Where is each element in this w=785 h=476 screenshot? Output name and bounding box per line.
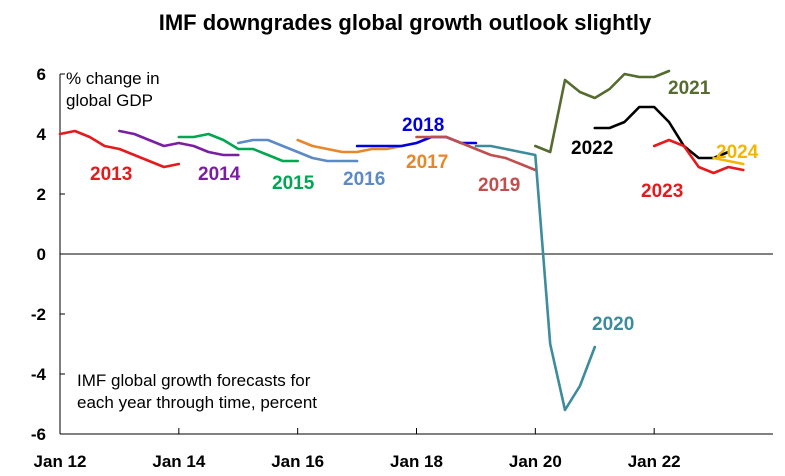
chart-title: IMF downgrades global growth outlook sli… — [159, 10, 652, 35]
series-labels: 2013 2014 2015 2016 2017 2018 2019 2020 2021 2022… — [90, 78, 759, 335]
x-tick-label: Jan 14 — [152, 452, 205, 471]
x-tick-label: Jan 18 — [390, 452, 443, 471]
y-tick-label: -4 — [31, 365, 47, 384]
series-line-2014 — [118, 129, 240, 157]
annotation-line-1: IMF global growth forecasts for — [77, 371, 311, 390]
y-tick-label: 0 — [37, 245, 46, 264]
series-label-2017: 2017 — [406, 152, 448, 173]
series-lines — [58, 69, 745, 412]
y-tick-label: 6 — [37, 65, 46, 84]
x-tick-label: Jan 16 — [271, 452, 324, 471]
series-label-2024: 2024 — [716, 142, 759, 163]
series-label-2019: 2019 — [478, 175, 520, 196]
series-label-2023: 2023 — [641, 181, 683, 202]
axes: -6 -4 -2 0 2 4 6 Jan 12 Jan 14 Jan 16 Jan 18 Jan 20… — [31, 65, 773, 471]
x-tick-label: Jan 12 — [34, 452, 87, 471]
series-label-2013: 2013 — [90, 164, 132, 185]
x-tick-label: Jan 22 — [628, 452, 681, 471]
series-label-2021: 2021 — [668, 78, 711, 99]
series-label-2020: 2020 — [592, 314, 634, 335]
y-tick-label: 4 — [37, 125, 47, 144]
y-tick-label: -6 — [31, 425, 46, 444]
y-axis-label-line-1: % change in — [66, 69, 160, 88]
series-line-2015 — [177, 132, 300, 163]
series-label-2014: 2014 — [198, 164, 241, 185]
series-line-2020 — [474, 144, 597, 412]
y-axis-label-line-2: global GDP — [66, 91, 153, 110]
series-line-2021 — [533, 69, 671, 154]
y-tick-label: 2 — [37, 185, 46, 204]
series-line-2023 — [652, 138, 745, 175]
series-line-2022 — [593, 105, 730, 160]
series-label-2015: 2015 — [272, 173, 315, 194]
series-label-2018: 2018 — [402, 115, 444, 136]
series-label-2016: 2016 — [343, 169, 385, 190]
series-line-2024 — [712, 156, 745, 166]
annotation-line-2: each year through time, percent — [77, 393, 317, 412]
series-line-2016 — [237, 138, 359, 163]
x-tick-label: Jan 20 — [509, 452, 562, 471]
series-label-2022: 2022 — [571, 138, 613, 159]
series-line-2019 — [415, 135, 537, 172]
series-line-2013 — [58, 129, 181, 169]
y-tick-label: -2 — [31, 305, 46, 324]
